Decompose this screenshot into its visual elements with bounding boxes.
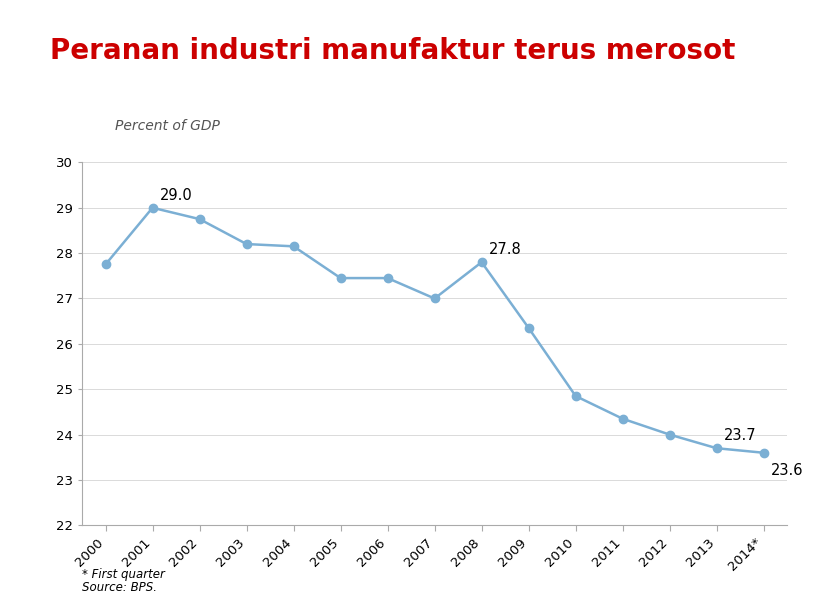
Text: Peranan industri manufaktur terus merosot: Peranan industri manufaktur terus meroso…	[50, 37, 735, 65]
Text: Source: BPS.: Source: BPS.	[82, 581, 156, 594]
Text: 29.0: 29.0	[160, 187, 192, 202]
Text: 27.8: 27.8	[488, 242, 521, 257]
Text: 23.7: 23.7	[723, 428, 755, 443]
Text: * First quarter: * First quarter	[82, 568, 165, 581]
Text: 23.6: 23.6	[770, 463, 803, 478]
Text: Percent of GDP: Percent of GDP	[115, 119, 219, 133]
